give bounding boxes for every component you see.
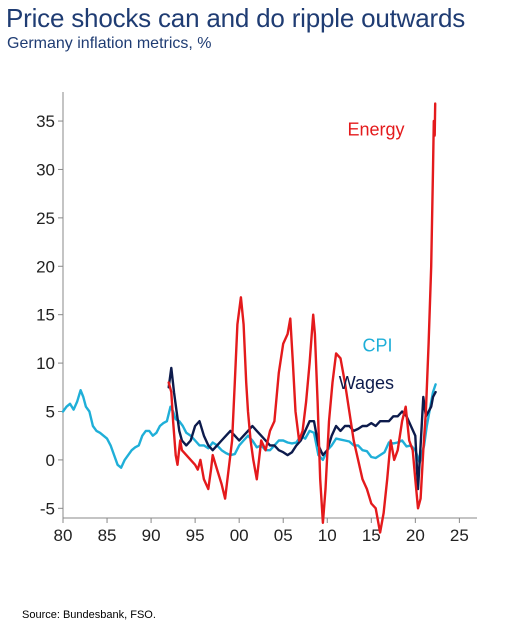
x-tick-label: 20	[406, 526, 425, 545]
series-labels: Energy CPI Wages	[339, 120, 405, 394]
y-tick-label: 20	[36, 257, 55, 276]
x-tick-label: 95	[186, 526, 205, 545]
chart-subtitle: Germany inflation metrics, %	[7, 35, 212, 52]
series-label-wages: Wages	[339, 373, 394, 393]
series-line-energy	[167, 102, 437, 534]
x-tick-label: 80	[54, 526, 73, 545]
x-tick-label: 85	[98, 526, 117, 545]
series-label-cpi: CPI	[362, 335, 392, 355]
x-tick-label: 90	[142, 526, 161, 545]
y-tick-label: 0	[46, 451, 55, 470]
y-tick-label: 35	[36, 112, 55, 131]
y-tick-label: 15	[36, 306, 55, 325]
y-tick-label: 30	[36, 160, 55, 179]
x-tick-label: 00	[230, 526, 249, 545]
y-tick-label: -5	[40, 499, 55, 518]
source-note: Source: Bundesbank, FSO.	[22, 609, 156, 621]
x-tick-label: 25	[450, 526, 469, 545]
series-label-energy: Energy	[348, 120, 405, 140]
x-tick-label: 10	[318, 526, 337, 545]
series-lines	[61, 102, 437, 534]
y-tick-label: 5	[46, 403, 55, 422]
chart-title: Price shocks can and do ripple outwards	[6, 3, 466, 33]
x-tick-label: 05	[274, 526, 293, 545]
y-tick-label: 25	[36, 209, 55, 228]
y-tick-label: 10	[36, 354, 55, 373]
series-line-wages	[167, 366, 437, 491]
series-line-cpi	[61, 383, 437, 469]
x-tick-label: 15	[362, 526, 381, 545]
